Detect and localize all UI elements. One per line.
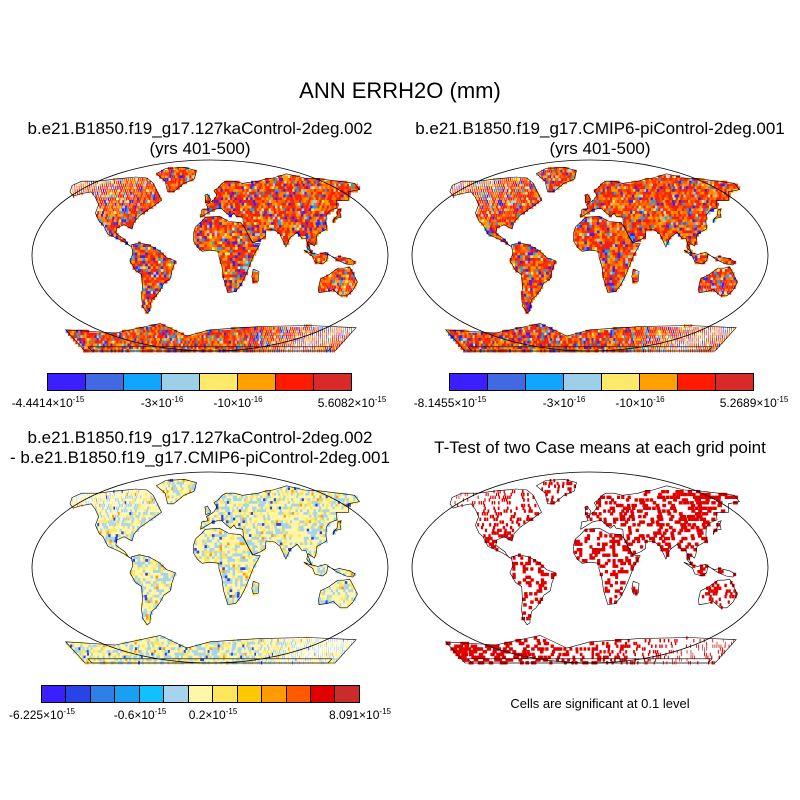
grid-cell (86, 189, 87, 192)
panel-d-title-line1: T-Test of two Case means at each grid po… (400, 438, 800, 458)
panel-c-title-line1: b.e21.B1850.f19_g17.127kaControl-2deg.00… (0, 428, 400, 448)
panel-c-title-line2: - b.e21.B1850.f19_g17.CMIP6-piControl-2d… (0, 448, 400, 468)
panel-c-title: b.e21.B1850.f19_g17.127kaControl-2deg.00… (0, 428, 400, 468)
grid-cell (463, 189, 464, 192)
panel-b-title: b.e21.B1850.f19_g17.CMIP6-piControl-2deg… (400, 119, 800, 159)
grid-cell (79, 192, 80, 195)
grid-cell (187, 178, 189, 181)
grid-cell (348, 261, 351, 264)
grid-cell (229, 288, 232, 291)
grid-cell (466, 189, 467, 192)
grid-cell (83, 189, 84, 192)
grid-cell (567, 178, 569, 181)
map-panel-b (410, 158, 770, 353)
panel-b-title-line2: (yrs 401-500) (400, 139, 800, 159)
panel-a-title-line2: (yrs 401-500) (0, 139, 400, 159)
grid-cell (459, 192, 460, 195)
figure-title: ANN ERRH2O (mm) (0, 78, 800, 104)
map-panel-a (30, 158, 390, 353)
panel-d-title: T-Test of two Case means at each grid po… (400, 438, 800, 458)
panel-a-title-line1: b.e21.B1850.f19_g17.127kaControl-2deg.00… (0, 119, 400, 139)
panel-b-title-line1: b.e21.B1850.f19_g17.CMIP6-piControl-2deg… (400, 119, 800, 139)
panel-a-title: b.e21.B1850.f19_g17.127kaControl-2deg.00… (0, 119, 400, 159)
grid-cell (323, 288, 325, 291)
grid-cell (321, 288, 323, 291)
